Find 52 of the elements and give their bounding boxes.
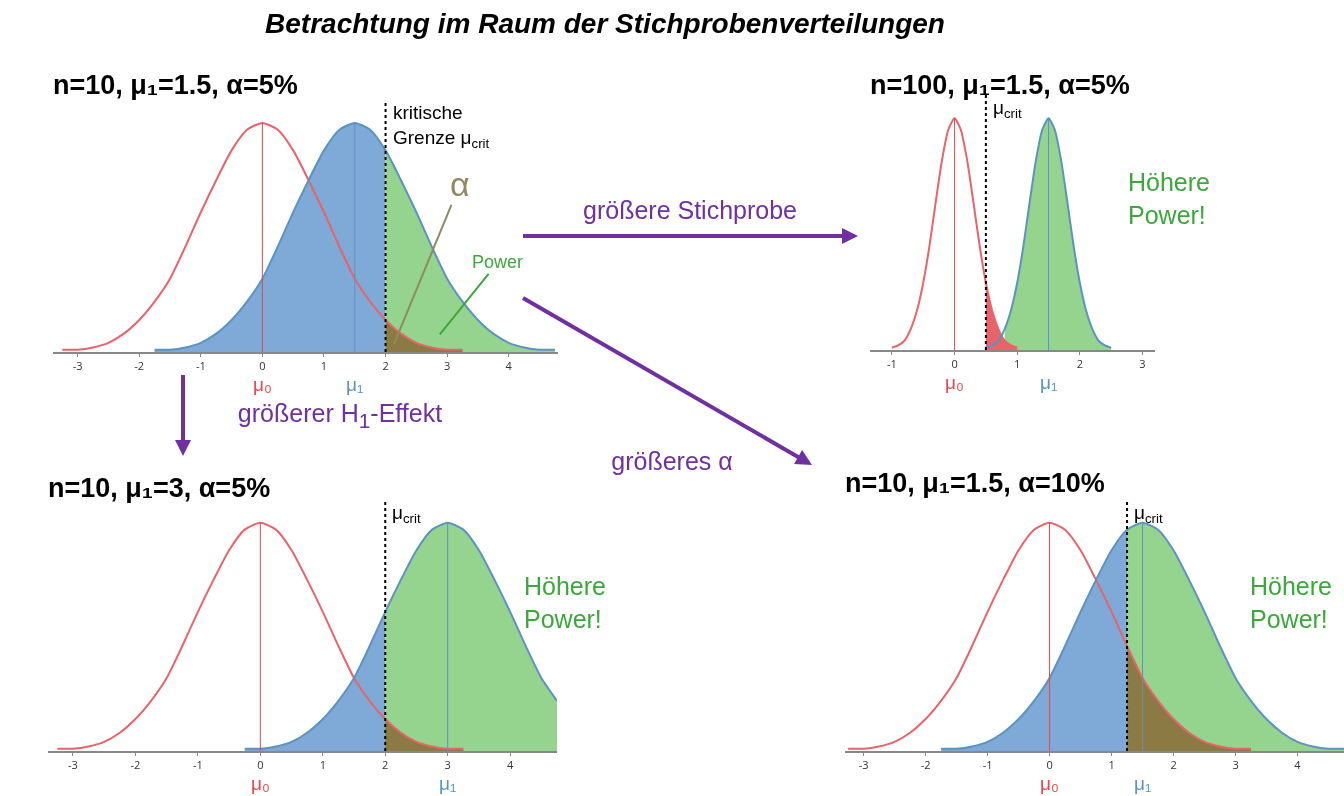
- x-tick-label: 2: [1076, 356, 1083, 372]
- x-tick-label: 4: [1294, 757, 1302, 773]
- x-tick-label: -1: [192, 757, 203, 773]
- x-tick-label: 3: [444, 757, 451, 773]
- x-tick-label: 3: [1139, 356, 1146, 372]
- ref-line-label: μ₀: [253, 374, 272, 395]
- x-tick-label: 1: [319, 757, 326, 773]
- x-tick-label: 3: [444, 358, 451, 374]
- x-tick-label: -1: [195, 358, 206, 374]
- ref-line-label: μ₁: [439, 773, 457, 794]
- x-tick-label: 4: [507, 757, 515, 773]
- annotation: Höhere Power!: [524, 572, 606, 633]
- x-tick-label: -2: [130, 757, 141, 773]
- x-tick-label: 1: [1014, 356, 1021, 372]
- ref-line-label: μ$_{crit}$: [1134, 502, 1163, 526]
- annotation: Power: [472, 252, 524, 272]
- x-tick-label: -3: [72, 358, 83, 374]
- x-tick-label: 0: [1046, 757, 1053, 773]
- x-tick-label: 1: [320, 358, 328, 374]
- text: größeres α: [611, 446, 733, 476]
- x-tick-label: 0: [257, 757, 264, 773]
- chart-title: Betrachtung im Raum der Stichprobenverteilungen: [265, 8, 945, 40]
- x-tick-label: -1: [887, 356, 897, 372]
- text: größere Stichprobe: [582, 195, 798, 225]
- x-tick-label: 0: [951, 356, 958, 372]
- ref-line-label: kritische Grenze μ$_{crit}$: [393, 102, 490, 151]
- annotation: α: [450, 165, 470, 203]
- text: größerer H$_{1}$-Effekt: [237, 399, 443, 433]
- x-tick-label: -3: [858, 757, 869, 773]
- ref-line-label: μ₀: [251, 773, 270, 794]
- chart-subtitle: n=10, μ₁=1.5, α=5%: [53, 70, 298, 101]
- x-tick-label: 2: [382, 358, 389, 374]
- x-tick-label: -1: [982, 757, 993, 773]
- ref-line-label: μ$_{crit}$: [392, 502, 421, 526]
- annotation: Höhere Power!: [1250, 572, 1332, 633]
- ref-line-label: μ₁: [1134, 773, 1152, 794]
- x-tick-label: 3: [1232, 757, 1239, 773]
- x-tick-label: 2: [1170, 757, 1177, 773]
- annotation: Höhere Power!: [1128, 168, 1210, 229]
- x-tick-label: -2: [134, 358, 145, 374]
- x-tick-label: -2: [920, 757, 931, 773]
- ref-line-label: μ₁: [346, 374, 364, 395]
- x-tick-label: -3: [68, 757, 78, 773]
- chart-title: n=10, μ₁=1.5, α=10%: [845, 468, 1105, 499]
- x-tick-label: 4: [505, 358, 513, 374]
- ref-line-label: μ₀: [1040, 773, 1059, 794]
- ref-line-label: μ₁: [1040, 372, 1058, 393]
- x-tick-label: 1: [1108, 757, 1115, 773]
- x-tick-label: 0: [259, 358, 266, 374]
- ref-line-label: μ₀: [945, 372, 964, 393]
- chart-title: n=10, μ₁=3, α=5%: [48, 473, 271, 504]
- x-tick-label: 2: [382, 757, 389, 773]
